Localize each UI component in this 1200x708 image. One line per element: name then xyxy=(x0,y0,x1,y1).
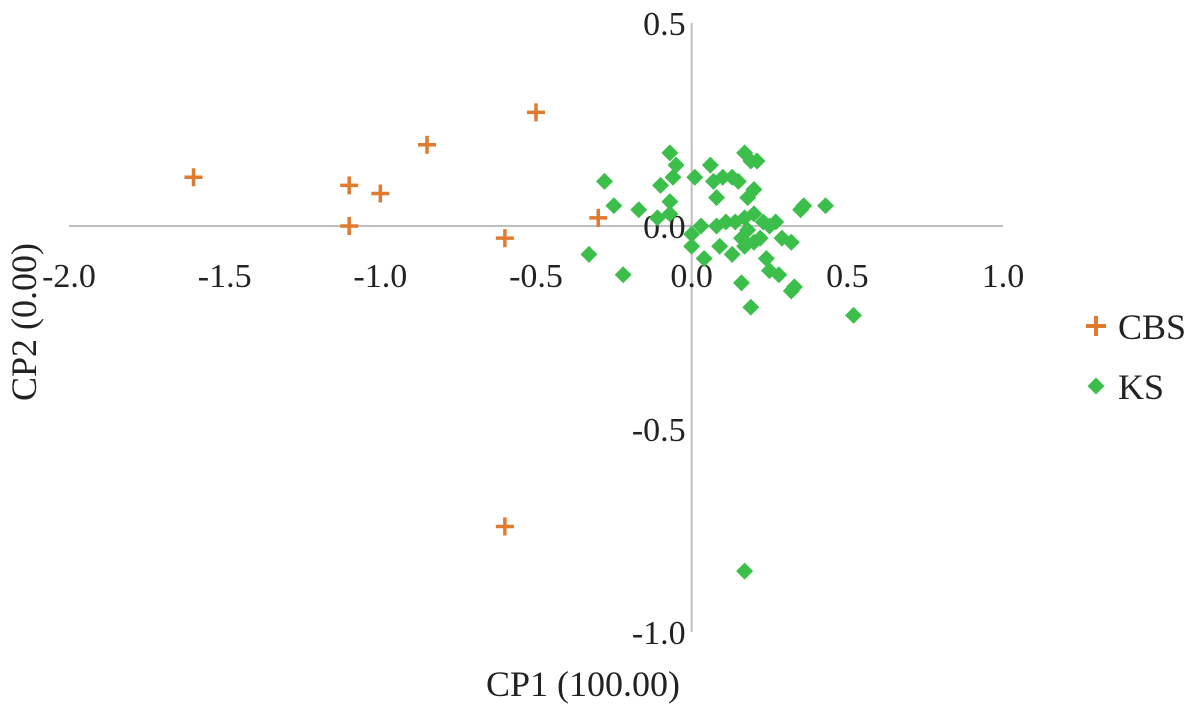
ks-point xyxy=(736,562,754,580)
ks-point xyxy=(748,152,766,170)
cbs-point xyxy=(340,176,359,195)
ks-point xyxy=(742,298,760,316)
x-tick-label: -2.0 xyxy=(42,258,96,295)
ks-point xyxy=(739,189,757,207)
ks-point xyxy=(692,217,710,235)
ks-point xyxy=(745,205,763,223)
data-points xyxy=(184,103,863,580)
cbs-point xyxy=(418,135,437,154)
ks-point xyxy=(717,213,735,231)
cbs-point xyxy=(495,229,514,248)
ks-point xyxy=(732,274,750,292)
ks-point xyxy=(686,168,704,186)
x-tick-label: 1.0 xyxy=(982,258,1025,295)
ks-point xyxy=(782,233,800,251)
ks-point xyxy=(714,168,732,186)
x-tick-label: -0.5 xyxy=(509,258,563,295)
y-tick-label: 0.5 xyxy=(643,6,686,43)
ks-point xyxy=(614,266,632,284)
ks-point xyxy=(817,197,835,215)
ks-point xyxy=(652,176,670,194)
cbs-point xyxy=(495,517,514,536)
tick-labels: -2.0 -1.5 -1.0 -0.5 0.0 0.5 1.00.50.0-0.5-1.0 xyxy=(42,6,1024,652)
ks-point xyxy=(683,237,701,255)
ks-point xyxy=(751,229,769,247)
series-ks xyxy=(580,144,863,580)
ks-point xyxy=(723,245,741,263)
cbs-point xyxy=(527,103,545,122)
ks-point xyxy=(845,306,863,324)
cbs-point xyxy=(184,168,203,187)
ks-point xyxy=(605,197,623,215)
ks-point xyxy=(683,225,701,243)
legend: CBS KS xyxy=(1086,307,1186,407)
x-tick-label: -1.5 xyxy=(198,258,252,295)
cbs-point xyxy=(371,184,390,203)
ks-point xyxy=(708,189,726,207)
ks-point xyxy=(580,245,598,263)
ks-point xyxy=(661,205,679,223)
ks-point xyxy=(661,193,679,211)
ks-point xyxy=(767,213,785,231)
legend-plus-marker xyxy=(1086,316,1106,336)
ks-point xyxy=(757,249,775,267)
legend-item-ks: KS xyxy=(1087,367,1164,407)
y-axis-title: CP2 (0.00) xyxy=(4,243,44,401)
ks-point xyxy=(785,278,803,296)
ks-point xyxy=(667,156,685,174)
ks-point xyxy=(795,197,813,215)
ks-point xyxy=(736,237,754,255)
cbs-point xyxy=(340,217,359,235)
ks-point xyxy=(729,172,747,190)
x-tick-label: 0.5 xyxy=(826,258,869,295)
cbs-point xyxy=(589,208,608,227)
ks-point xyxy=(664,168,682,186)
legend-diamond-marker xyxy=(1087,377,1105,395)
x-axis-title: CP1 (100.00) xyxy=(486,664,680,704)
axes xyxy=(69,23,1003,632)
y-tick-label: -1.0 xyxy=(632,615,686,652)
y-tick-label: -0.5 xyxy=(632,412,686,449)
ks-point xyxy=(701,156,719,174)
legend-item-cbs: CBS xyxy=(1086,307,1186,347)
ks-point xyxy=(661,144,679,162)
ks-point xyxy=(770,266,788,284)
x-tick-label: -1.0 xyxy=(353,258,407,295)
ks-point xyxy=(630,201,648,219)
legend-label-cbs: CBS xyxy=(1118,307,1186,347)
series-cbs xyxy=(184,103,608,536)
ks-point xyxy=(596,172,613,190)
ks-point xyxy=(711,237,729,255)
legend-label-ks: KS xyxy=(1118,367,1164,407)
